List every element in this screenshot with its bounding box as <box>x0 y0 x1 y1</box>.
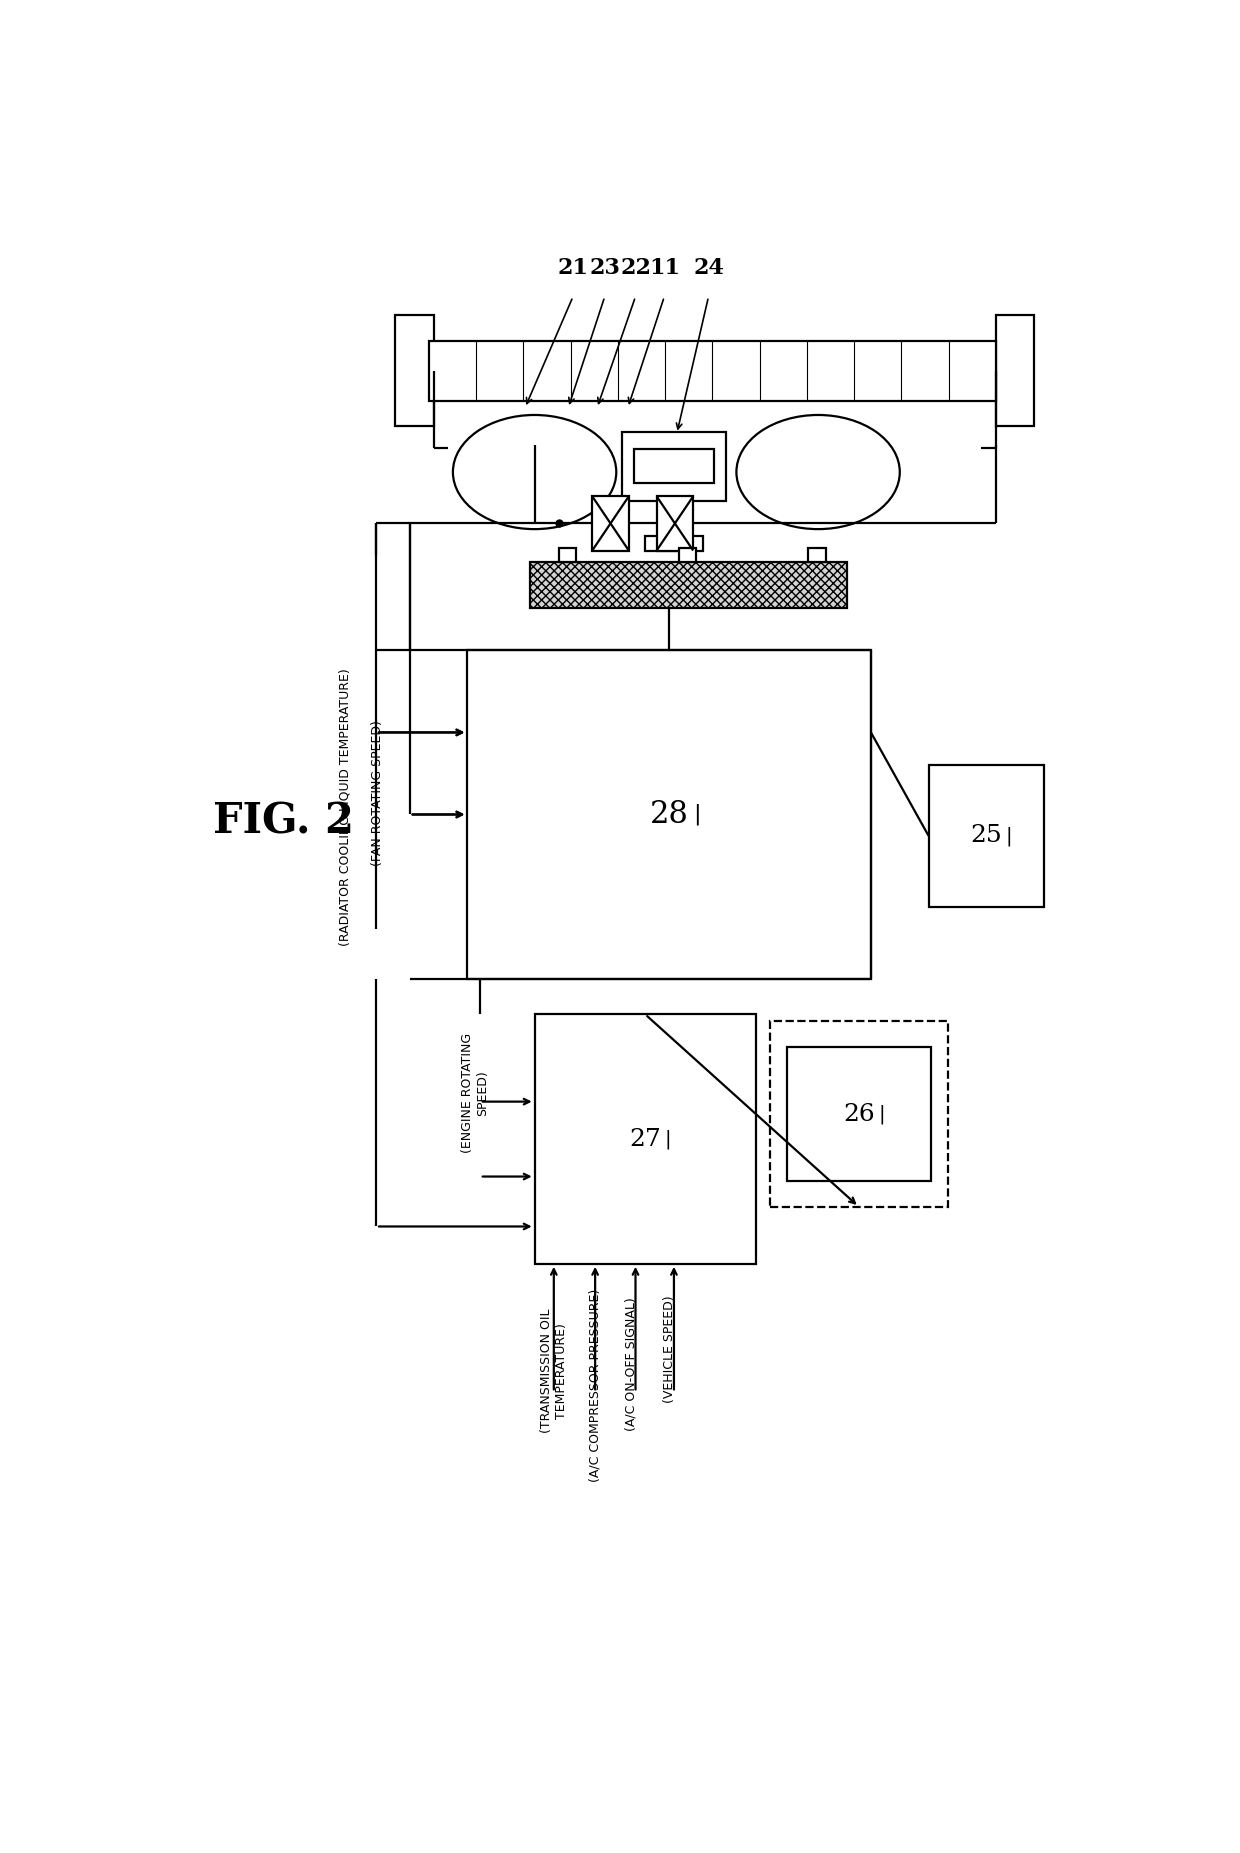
Text: 21: 21 <box>558 258 589 280</box>
Text: FIG. 2: FIG. 2 <box>213 800 353 843</box>
Bar <box>787 1047 930 1180</box>
Bar <box>929 765 1044 908</box>
Text: |: | <box>1006 826 1012 845</box>
Bar <box>534 1014 755 1264</box>
Bar <box>593 497 629 550</box>
Bar <box>678 548 696 561</box>
Bar <box>429 341 996 400</box>
Text: 27: 27 <box>629 1128 661 1151</box>
Bar <box>996 315 1034 426</box>
Text: |: | <box>693 804 701 825</box>
Text: (RADIATOR COOLING LIQUID TEMPERATURE): (RADIATOR COOLING LIQUID TEMPERATURE) <box>339 669 352 947</box>
Text: (A/C COMPRESSOR PRESSURE): (A/C COMPRESSOR PRESSURE) <box>589 1288 601 1482</box>
Text: 24: 24 <box>693 258 724 280</box>
Bar <box>529 561 847 608</box>
Text: 26: 26 <box>843 1103 874 1125</box>
Bar <box>770 1021 947 1206</box>
Bar <box>622 432 725 500</box>
Text: 23: 23 <box>589 258 620 280</box>
Bar <box>808 548 826 561</box>
Text: (TRANSMISSION OIL
TEMPERATURE): (TRANSMISSION OIL TEMPERATURE) <box>539 1308 568 1432</box>
Bar <box>666 500 682 536</box>
Bar <box>396 315 434 426</box>
Text: (VEHICLE SPEED): (VEHICLE SPEED) <box>662 1295 676 1403</box>
Bar <box>467 650 870 978</box>
Bar <box>559 548 575 561</box>
Bar <box>645 536 703 550</box>
Text: (A/C ON-OFF SIGNAL): (A/C ON-OFF SIGNAL) <box>624 1297 637 1431</box>
Text: 11: 11 <box>649 258 680 280</box>
Text: (FAN ROTATING SPEED): (FAN ROTATING SPEED) <box>372 721 384 865</box>
Text: 28: 28 <box>650 799 688 830</box>
Text: |: | <box>878 1104 885 1125</box>
Text: 25: 25 <box>971 825 1002 847</box>
Bar <box>657 497 693 550</box>
Text: |: | <box>665 1128 671 1149</box>
Text: (ENGINE ROTATING
SPEED): (ENGINE ROTATING SPEED) <box>461 1032 489 1153</box>
Text: 22: 22 <box>620 258 651 280</box>
Bar <box>634 448 714 484</box>
